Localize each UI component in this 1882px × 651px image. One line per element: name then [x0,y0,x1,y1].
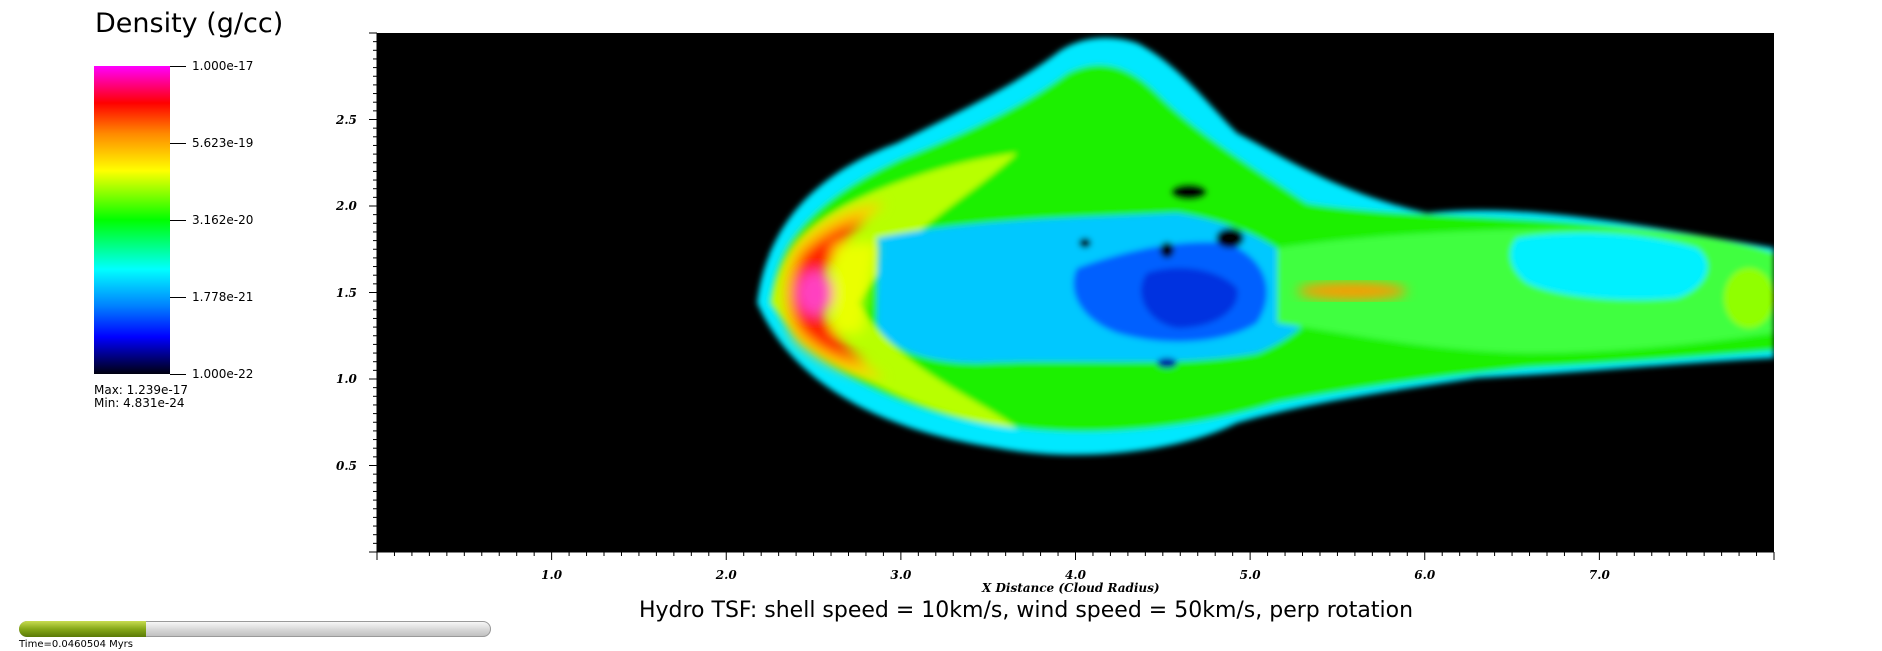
jet-hot-streak [1297,282,1407,300]
time-progress-bar[interactable] [19,621,491,637]
x-tick-label: 5.0 [1239,568,1261,582]
colorbar-tick-label: 3.162e-20 [192,213,254,227]
colorbar-tick-label: 1.000e-22 [192,367,254,381]
colorbar-tick [170,297,186,298]
x-tick-label: 3.0 [890,568,912,582]
min-value-label: Min: 4.831e-24 [94,396,185,410]
time-progress-fill [19,621,147,637]
colorbar-tick [170,374,186,375]
colorbar-tick-label: 5.623e-19 [192,136,254,150]
y-tick-label: 2.5 [336,112,357,127]
x-tick-label: 6.0 [1414,568,1436,582]
colorbar-tick [170,220,186,221]
density-field [757,37,1774,455]
density-plot [377,33,1774,552]
max-value-label: Max: 1.239e-17 [94,383,189,397]
time-label: Time=0.0460504 Myrs [19,639,133,650]
x-tick-label: 7.0 [1588,568,1610,582]
x-axis-label: X Distance (Cloud Radius) [982,581,1160,595]
y-tick-label: 1.5 [336,285,357,300]
x-tick-label: 4.0 [1065,568,1086,582]
colorbar [94,66,170,374]
y-tick-label: 2.0 [336,199,357,213]
x-tick-label: 2.0 [715,568,737,582]
y-tick-label: 0.5 [336,458,357,473]
y-tick-label: 1.0 [336,372,357,386]
bow-shock [782,203,885,378]
colorbar-tick [170,143,186,144]
colorbar-tick-label: 1.778e-21 [192,290,254,304]
colorbar-tick-label: 1.000e-17 [192,59,254,73]
colorbar-tick [170,66,186,67]
legend-title: Density (g/cc) [95,8,284,39]
x-tick-label: 1.0 [541,568,563,582]
plot-subtitle: Hydro TSF: shell speed = 10km/s, wind sp… [638,598,1414,623]
